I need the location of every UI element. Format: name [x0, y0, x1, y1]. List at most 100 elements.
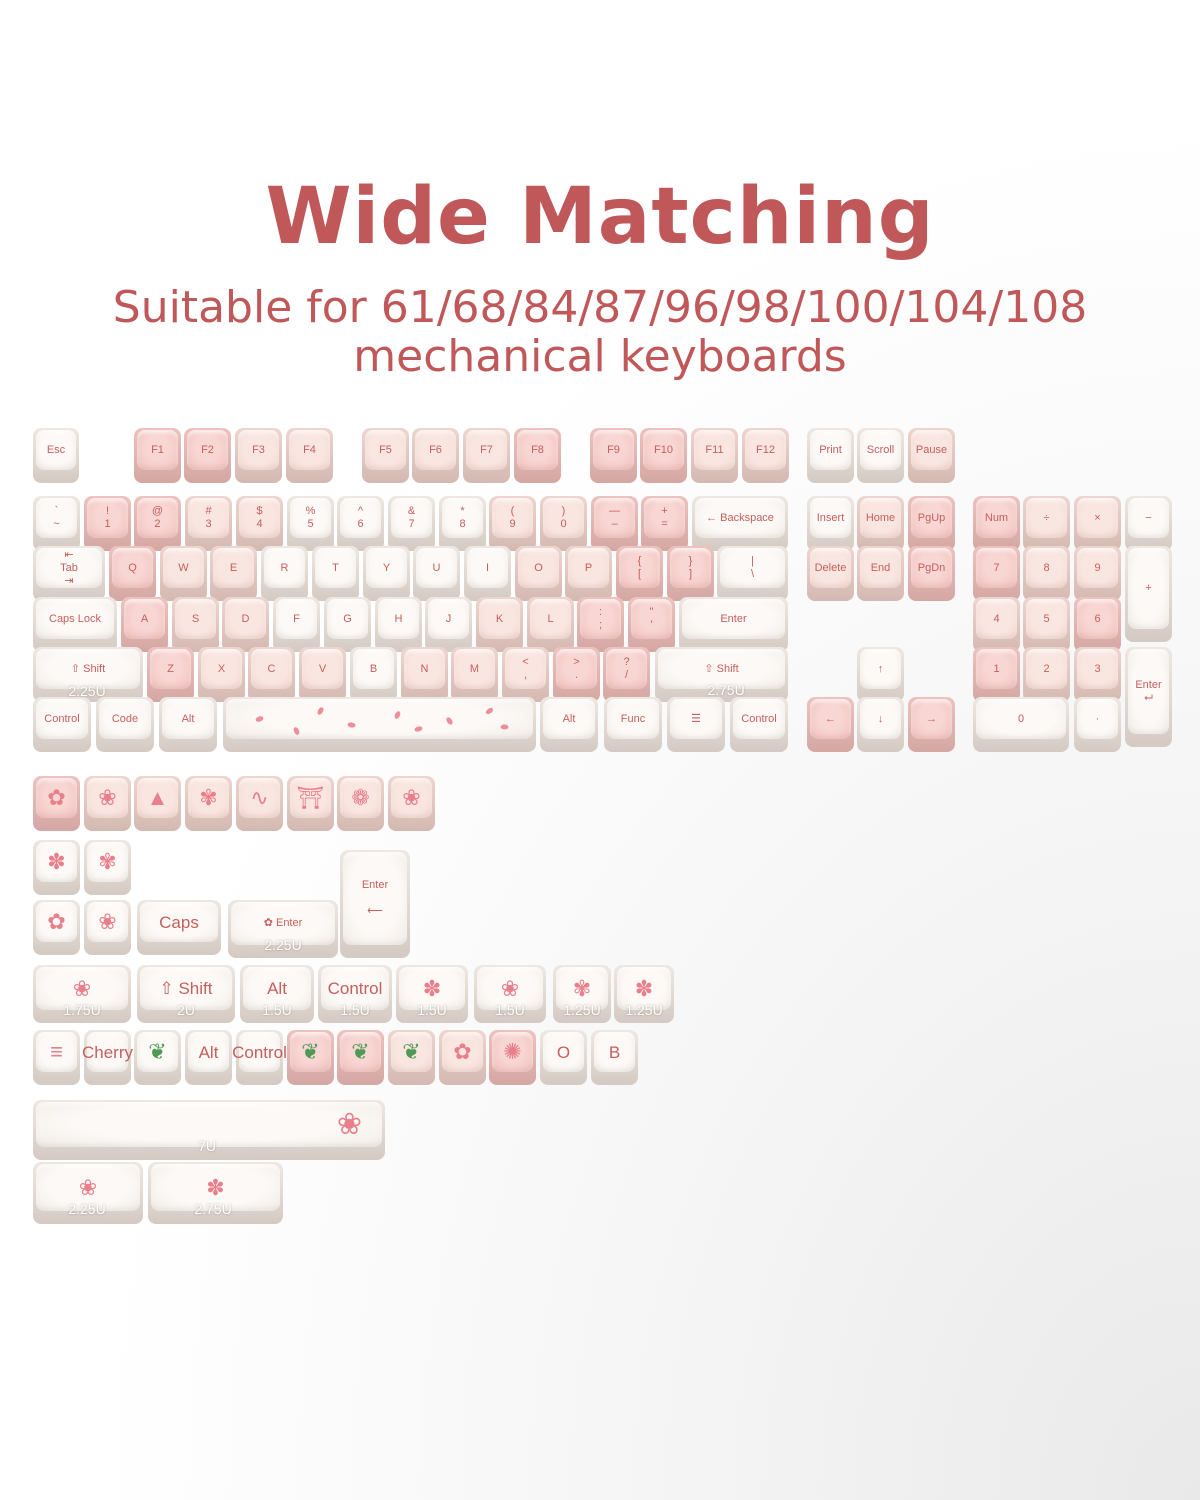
keycap-g: G: [324, 597, 371, 652]
keycap-face: Enter: [682, 599, 785, 639]
keycap-tab: ⇤ Tab ⇥: [33, 546, 105, 601]
keycap-legend: 8: [1043, 561, 1050, 574]
sakura-icon: ✿: [47, 909, 66, 934]
keycap-d: D: [222, 597, 269, 652]
keycap-7: & 7: [388, 496, 435, 551]
keycap-symbol: →: [908, 697, 955, 752]
keycap-f9: F9: [590, 428, 637, 483]
keycap-face: < ,: [505, 649, 546, 689]
keycap-face: F10: [643, 430, 684, 470]
keycap-face: C: [251, 649, 292, 689]
petal-icon: [445, 716, 454, 726]
keycap-legend: F11: [705, 443, 724, 456]
keycap-legend: 0: [1017, 712, 1025, 725]
keycap-legend: ☰: [691, 712, 701, 725]
keycap-legend: ÷: [1043, 511, 1050, 524]
keycap-legend: F8: [531, 443, 544, 456]
keycap-legend: # 3: [205, 505, 212, 530]
keycap-face: ^ 6: [340, 498, 381, 538]
keycap-face: End: [860, 548, 901, 588]
keycap-legend: > .: [573, 656, 580, 681]
keycap-face: ❀: [36, 1102, 382, 1147]
keycap-face: E: [213, 548, 254, 588]
keycap-backspace: ← Backspace: [692, 496, 788, 551]
keycap-4: 4: [973, 597, 1020, 652]
keycap-3: 3: [1074, 647, 1121, 702]
keycap-legend: < ,: [522, 656, 529, 681]
petal-icon: [346, 721, 356, 729]
bud-icon: ✽: [47, 849, 66, 874]
keycap-face: Caps Lock: [36, 599, 114, 639]
keycap-legend: End: [870, 561, 891, 574]
key-size-label: 7U: [198, 1138, 216, 1154]
sakura-icon: ✿: [453, 1039, 472, 1064]
key-size-label: 1.25U: [625, 1002, 663, 1018]
keycap-face: K: [479, 599, 520, 639]
keycap-face: F5: [365, 430, 406, 470]
keycap-face: W: [163, 548, 204, 588]
keycap-pause: Pause: [908, 428, 955, 483]
keycap-face: ←: [810, 699, 851, 739]
keycap-legend: ⇧ Shift: [159, 979, 213, 998]
keycap-face: ⛩: [290, 778, 331, 818]
keycap-legend: ⇤ Tab ⇥: [60, 548, 78, 587]
leaf-icon: ❦: [402, 1039, 421, 1064]
keycap-control: Control: [730, 697, 788, 752]
keycap-face: ? /: [606, 649, 647, 689]
keycap-face: Alt: [162, 699, 214, 739]
key-size-label: 1.5U: [262, 1002, 292, 1018]
keycap-face: X: [201, 649, 242, 689]
keycap-legend: Y: [382, 561, 391, 574]
keycap-legend: Alt: [267, 979, 287, 998]
keycap-legend: F9: [607, 443, 620, 456]
branch-icon: ❀: [78, 1174, 98, 1200]
keycap-m: M: [451, 647, 498, 702]
keycap-face: ❀: [36, 1164, 140, 1211]
keycap-legend: Z: [167, 662, 174, 675]
keycap-legend: H: [394, 612, 403, 625]
keycap-f12: F12: [742, 428, 789, 483]
keycap-legend: 3: [1094, 662, 1101, 675]
keycap-face: % 5: [290, 498, 331, 538]
keycap-y: Y: [363, 546, 410, 601]
keycap-f1: F1: [134, 428, 181, 483]
keycap-q: Q: [109, 546, 156, 601]
keycap-face: ⇧ Shift: [658, 649, 785, 689]
keycap-legend: Control: [232, 1042, 287, 1062]
keycap-face: ∿: [239, 778, 280, 818]
keycap-face: ❦: [137, 1032, 178, 1072]
keycap-branch-icon: ❀: [474, 965, 546, 1023]
keycap-legend: Scroll: [866, 443, 895, 456]
keycap-legend: ^ 6: [357, 505, 364, 530]
keycap-legend: ↑: [877, 662, 884, 675]
keycap-b: B: [591, 1030, 638, 1085]
keycap-symbol: ↑: [857, 647, 904, 702]
keycap-symbol: > .: [553, 647, 600, 702]
keycap-face: F7: [466, 430, 507, 470]
keycap-u: U: [413, 546, 460, 601]
keycap-face: Q: [112, 548, 153, 588]
keycap-l: L: [527, 597, 574, 652]
petal-icon: [254, 715, 264, 723]
mountain-icon: ▲: [146, 785, 169, 810]
keycap-torii-icon: ⛩: [287, 776, 334, 831]
leaf-icon: ❦: [148, 1039, 167, 1064]
keycap-blossom-icon: ❀: [33, 1100, 385, 1160]
keycap-home: Home: [857, 496, 904, 551]
keycap-face: ❀: [36, 967, 128, 1010]
keycap-legend: ` ~: [53, 505, 60, 530]
key-size-label: 1.5U: [340, 1002, 370, 1018]
keycap-legend: J: [445, 612, 452, 625]
keycap-face: — –: [594, 498, 635, 538]
keycap-face: Alt: [543, 699, 595, 739]
keycap-legend: F: [293, 612, 300, 625]
branch-icon: ❀: [98, 909, 117, 934]
keycap-face: H: [378, 599, 419, 639]
keycap-face: @ 2: [137, 498, 178, 538]
keycap-legend: * 8: [459, 505, 466, 530]
flower-icon: ✾: [572, 975, 592, 1001]
keycap-face: ⇧ Shift: [140, 967, 232, 1010]
keycap-sakura-icon: ✿: [33, 900, 80, 955]
keycap-face: Caps: [140, 902, 218, 942]
keycap-face: > .: [556, 649, 597, 689]
